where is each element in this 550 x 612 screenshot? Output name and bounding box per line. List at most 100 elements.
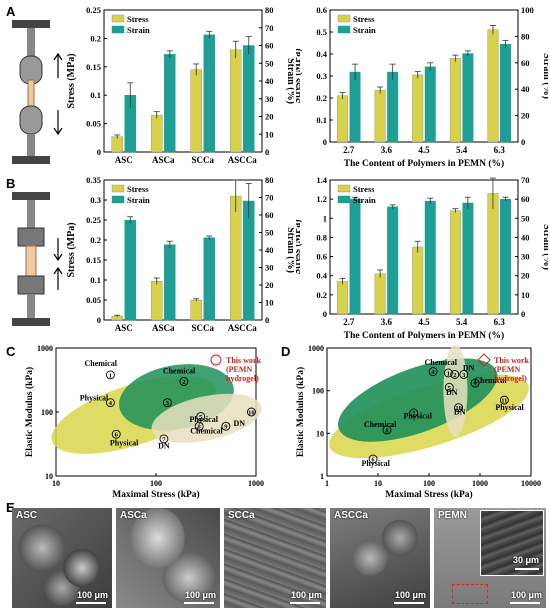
region-label: Physical — [361, 459, 390, 468]
sem-label: ASCCa — [334, 510, 368, 521]
legend-swatch-strain — [111, 25, 125, 34]
scale-bar — [290, 602, 320, 604]
panel-label-d: D — [281, 344, 291, 359]
bar-strain — [424, 66, 436, 143]
legend-label-strain: Strain — [353, 25, 376, 35]
x-tick-label: 2.7 — [343, 317, 355, 327]
data-point-number: 1 — [109, 372, 112, 379]
data-point-marker — [470, 378, 480, 388]
bar-stress — [487, 193, 499, 315]
bar-stress — [487, 29, 499, 143]
data-point-marker — [159, 434, 169, 444]
y2-tick-label: 70 — [521, 175, 530, 185]
data-point-marker — [409, 408, 419, 418]
this-work-marker — [210, 354, 222, 366]
data-point-marker — [162, 398, 172, 408]
y-tick-label: 0 — [97, 147, 101, 157]
data-point-marker — [368, 454, 378, 464]
y-tick-label: 0.15 — [86, 62, 101, 72]
region-label: Physical — [189, 415, 218, 424]
y2-tick-label: 60 — [521, 58, 530, 68]
legend-swatch-stress — [111, 184, 125, 193]
y-tick-label: 0.1 — [90, 90, 101, 100]
legend-swatch-stress — [337, 184, 351, 193]
legend-swatch-strain — [337, 25, 351, 34]
region-label: DN — [233, 419, 245, 428]
y2-tick-label: 70 — [265, 23, 274, 33]
x-tick-label: 6.3 — [494, 317, 506, 327]
chart-c-modulus-vs-stress: 10 100 1000 10 100 1000 Maximal Stress (kPa) El… — [24, 344, 264, 500]
y-tick-label: 0.05 — [86, 119, 101, 129]
panel-label-e: E — [6, 500, 15, 515]
y2-tick-label: 40 — [521, 232, 530, 242]
data-point-number: 2 — [453, 372, 456, 379]
bar-stress — [229, 195, 242, 321]
data-point-number: 3 — [462, 372, 466, 379]
x-tick-label: 1000 — [248, 479, 264, 488]
x-tick-label: 100 — [423, 479, 435, 488]
this-work-label: hydrogel) — [494, 374, 527, 383]
x-axis-label: Maximal Stress (kPa) — [385, 489, 472, 500]
sem-image-ascca: ASCCa 100 μm — [330, 508, 430, 608]
scale-label: 100 μm — [76, 590, 108, 600]
x-tick-label: ASCCa — [228, 155, 258, 165]
bar-strain — [203, 34, 216, 153]
x-tick-label: ASC — [115, 155, 133, 165]
y2-tick-label: 0 — [265, 147, 269, 157]
y-axis-label: Stress (MPa) — [66, 53, 77, 108]
sem-image-scca: SCCa 100 μm — [224, 508, 326, 608]
sem-label: PEMN — [438, 510, 467, 521]
bar-stress — [449, 58, 461, 143]
y2-tick-label: 20 — [521, 111, 530, 121]
bar-stress — [374, 90, 386, 143]
y-tick-label: 0.1 — [316, 115, 327, 125]
x-tick-label: ASCa — [152, 323, 175, 333]
y2-axis-label: Strain (%) — [285, 227, 294, 273]
bar-strain — [203, 237, 216, 321]
chart-a-stress-strain-samples: 0 0.05 0.1 0.15 0.2 0.25 0 10 20 30 40 50 60 70 80 Stre… — [66, 5, 294, 165]
inset-scale-label: 30 μm — [512, 555, 539, 565]
y-tick-label: 1 — [323, 213, 327, 223]
x-tick-label: 6.3 — [494, 145, 506, 155]
region-label: Physical — [495, 403, 524, 412]
y2-tick-label: 30 — [265, 94, 274, 104]
legend-label-strain: Strain — [127, 25, 150, 35]
y-tick-label: 1.2 — [316, 194, 327, 204]
y-tick-label: 100 — [41, 408, 53, 417]
data-point-marker — [105, 398, 115, 408]
y2-axis-label: Strain (%) — [285, 58, 294, 104]
y-tick-label: 0.8 — [316, 232, 327, 242]
bar-strain — [387, 71, 399, 143]
y-tick-label: 0.3 — [90, 195, 101, 205]
region-label: DN — [463, 363, 475, 372]
data-point-number: 1 — [447, 370, 450, 377]
legend-label-stress: Stress — [127, 184, 149, 194]
data-point-marker — [111, 429, 121, 439]
legend-swatch-stress — [337, 14, 351, 23]
data-point-number: 9 — [473, 381, 477, 388]
panel-label-b: B — [6, 176, 16, 191]
y-tick-label: 0.2 — [316, 93, 327, 103]
y-tick-label: 0.05 — [86, 295, 101, 305]
x-tick-label: 10 — [374, 479, 382, 488]
y2-tick-label: 40 — [521, 84, 530, 94]
y2-tick-label: 10 — [521, 290, 530, 300]
x-tick-label: 3.6 — [381, 317, 393, 327]
inset-scale-bar — [515, 568, 539, 570]
chart-a-stress-strain-polymer-content: 0 0.1 0.2 0.3 0.4 0.5 0.6 0 20 40 60 80 100 Stress (M… — [296, 5, 548, 169]
y-tick-label: 0.25 — [86, 215, 101, 225]
region-label: Physical — [110, 438, 139, 447]
y2-tick-label: 50 — [521, 213, 530, 223]
bar-strain — [349, 198, 361, 315]
x-axis-label: Maximal Stress (kPa) — [112, 489, 199, 500]
y2-tick-label: 0 — [521, 137, 525, 147]
y2-tick-label: 10 — [265, 298, 274, 308]
y2-tick-label: 70 — [265, 193, 274, 203]
data-point-marker — [196, 412, 206, 421]
y-tick-label: 0.2 — [316, 290, 327, 300]
y-tick-label: 0 — [97, 315, 101, 325]
bar-strain — [164, 244, 176, 321]
region-label: Chemical — [163, 366, 196, 375]
y-tick-label: 0.1 — [90, 275, 101, 285]
bar-stress — [190, 299, 202, 321]
